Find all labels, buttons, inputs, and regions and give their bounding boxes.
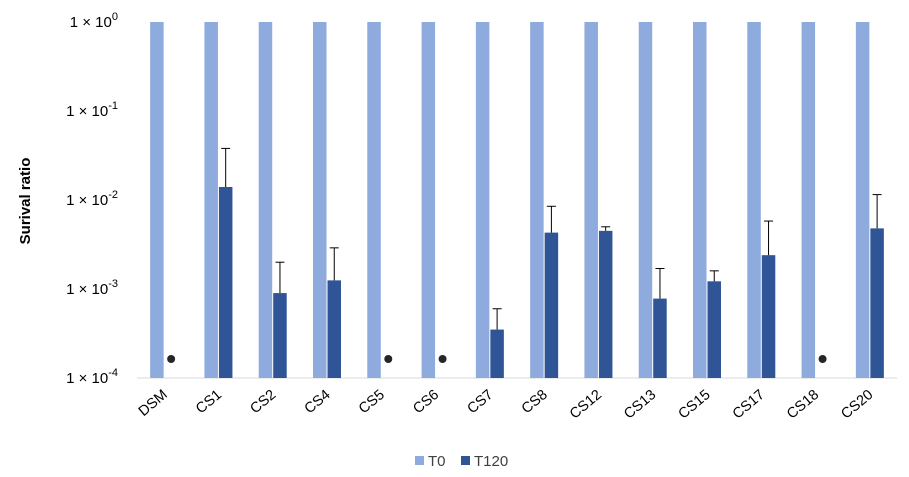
x-tick-label-cs18: CS18 [784, 387, 822, 423]
y-axis-ticks: 1 × 100 1 × 10-1 1 × 10-2 1 × 10-3 1 × 10-4 [66, 11, 118, 387]
x-tick-label-cs6: CS6 [410, 387, 442, 417]
bar-t0-cs15 [693, 22, 707, 378]
bar-t0-cs4 [313, 22, 327, 378]
x-axis-tick-labels: DSM CS1 CS2 CS4 CS5 CS6 CS7 CS8 CS12 CS13 CS15 CS17… [136, 387, 877, 423]
bar-t120-cs1 [218, 186, 233, 378]
bar-t0-cs2 [258, 22, 273, 378]
legend: T0 T120 [415, 453, 508, 470]
x-tick-label-cs1: CS1 [193, 387, 225, 417]
x-tick-label-cs2: CS2 [247, 387, 279, 417]
x-tick-label-cs13: CS13 [621, 387, 659, 423]
bar-t120-cs2 [273, 293, 287, 378]
bar-t0-cs20 [855, 22, 870, 378]
legend-label-t0: T0 [428, 453, 446, 470]
x-tick-label-dsm: DSM [136, 387, 171, 420]
x-tick-label-cs12: CS12 [567, 387, 605, 423]
bar-t120-cs17 [761, 255, 776, 378]
error-bars-group [221, 147, 882, 330]
bar-t0-cs17 [747, 22, 761, 378]
y-tick-label: 1 × 10-2 [66, 189, 118, 209]
bar-t120-cs4 [327, 280, 341, 378]
x-tick-label-cs8: CS8 [519, 387, 551, 417]
bar-t0-cs6 [421, 22, 436, 378]
x-tick-label-cs17: CS17 [730, 387, 768, 423]
y-axis-title-group: Surival ratio [17, 158, 34, 245]
bar-t120-cs7 [490, 329, 504, 378]
bar-t120-cs12 [598, 230, 613, 378]
bar-t0-dsm [150, 22, 164, 378]
x-tick-label-cs15: CS15 [675, 387, 713, 423]
x-tick-label-cs20: CS20 [838, 387, 876, 423]
bars-group [150, 22, 884, 378]
bar-t0-cs5 [367, 22, 381, 378]
bar-t120-cs15 [707, 281, 721, 378]
bar-t0-cs1 [204, 22, 218, 378]
x-tick-label-cs5: CS5 [356, 387, 388, 417]
legend-swatch-t120 [461, 456, 470, 465]
bar-t0-cs18 [801, 22, 816, 378]
bar-t0-cs8 [530, 22, 544, 378]
bar-t120-cs8 [544, 232, 559, 378]
y-tick-label: 1 × 100 [70, 11, 118, 31]
legend-swatch-t0 [415, 456, 424, 465]
bar-t120-cs13 [653, 298, 667, 378]
y-tick-label: 1 × 10-3 [66, 278, 118, 298]
detection-markers-group [167, 355, 827, 363]
below-detection-marker-cs18 [818, 355, 827, 363]
bar-t120-cs20 [870, 228, 884, 378]
bar-t0-cs7 [475, 22, 490, 378]
y-tick-label: 1 × 10-4 [66, 367, 118, 387]
x-tick-label-cs7: CS7 [465, 387, 497, 417]
below-detection-marker-cs6 [438, 355, 447, 363]
x-tick-label-cs4: CS4 [302, 387, 334, 417]
below-detection-marker-dsm [167, 355, 176, 363]
below-detection-marker-cs5 [384, 355, 393, 363]
legend-label-t120: T120 [474, 453, 508, 470]
bar-t0-cs13 [638, 22, 653, 378]
y-tick-label: 1 × 10-1 [66, 100, 118, 120]
bar-t0-cs12 [584, 22, 598, 378]
y-axis-title: Surival ratio [17, 158, 34, 245]
